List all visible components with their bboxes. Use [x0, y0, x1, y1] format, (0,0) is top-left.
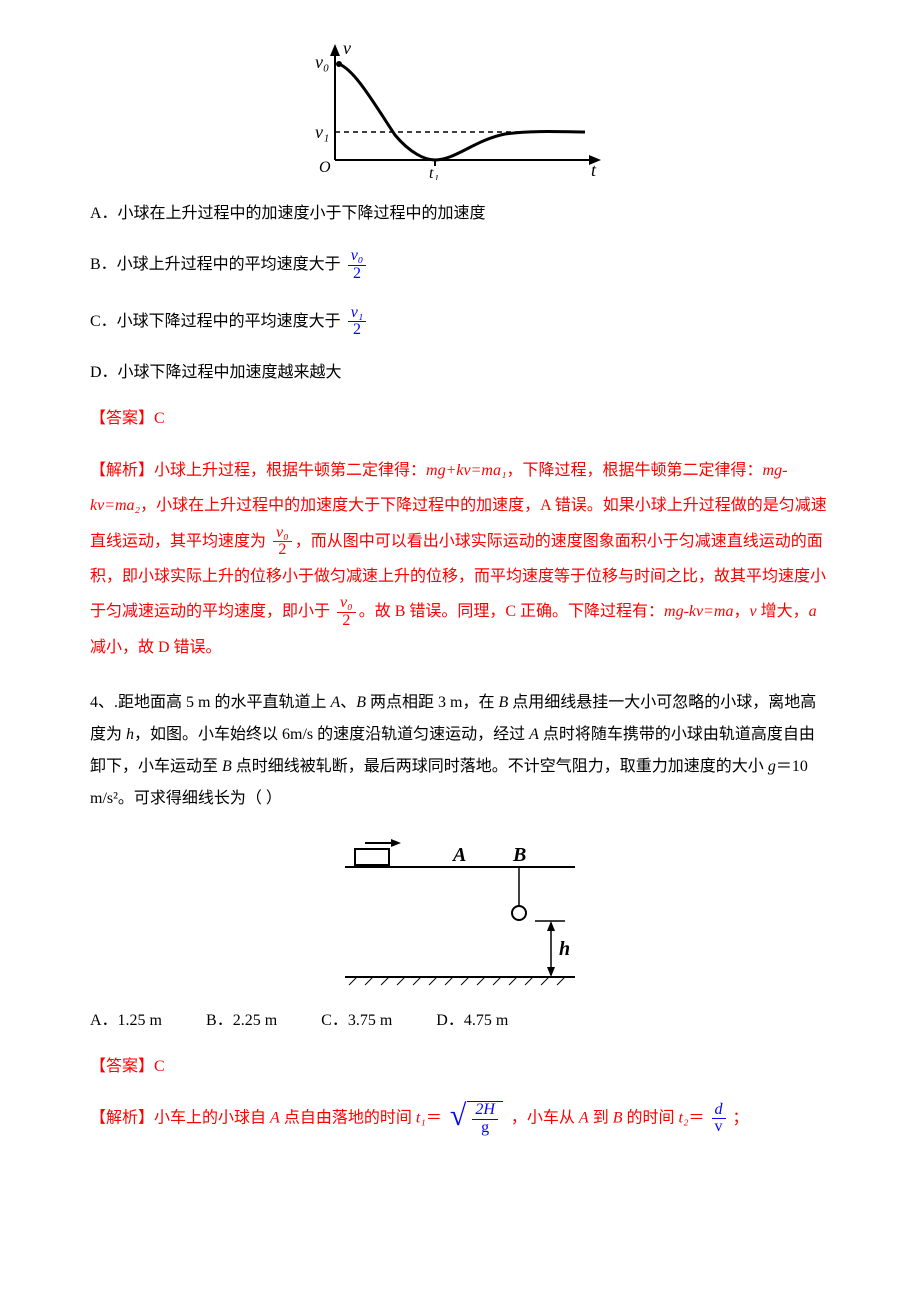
explain-text: ，小车从 [511, 1110, 579, 1127]
graph-v1-label: v₁ [315, 122, 329, 142]
frac-num: v₀ [337, 595, 356, 613]
q3-optB-text: B．小球上升过程中的平均速度大于 [90, 256, 341, 273]
explain-text: 小球上升过程，根据牛顿第二定律得： [154, 462, 426, 479]
q3-optC-text: C．小球下降过程中的平均速度大于 [90, 313, 341, 330]
graph-origin-label: O [319, 159, 331, 176]
vt-graph-svg: v₀ v₁ O t₁ v t [295, 40, 625, 180]
explain-text: 。故 B 错误。同理，C 正确。下降过程有： [359, 603, 664, 620]
q4-optB: B．2.25 m [206, 1009, 277, 1033]
frac-den: 2 [337, 613, 356, 630]
frac-den: 2 [348, 266, 367, 283]
q3-option-d: D．小球下降过程中加速度越来越大 [90, 361, 830, 385]
frac-den: g [472, 1120, 498, 1137]
explain-text: ； [733, 1110, 749, 1127]
graph-v-axis-label: v [343, 40, 351, 58]
eq1: mg+kv=ma₁ [426, 462, 506, 479]
explain-text: 到 [589, 1110, 613, 1127]
explain-text: 的时间 [622, 1110, 678, 1127]
frac-d-v: d v [712, 1102, 726, 1137]
q4-diagram-svg: A B h [325, 837, 595, 987]
var-A: A [330, 694, 340, 711]
stem-text: ，如图。小车始终以 6m/s 的速度沿轨道匀速运动，经过 [134, 726, 529, 743]
frac-den: 2 [348, 322, 367, 339]
q3-option-c: C．小球下降过程中的平均速度大于 v₁ 2 [90, 305, 830, 340]
explain-text: 增大， [757, 603, 809, 620]
q4-optD: D．4.75 m [436, 1009, 508, 1033]
frac-num: v₁ [348, 305, 367, 323]
eq-sign2: ＝ [689, 1110, 705, 1127]
explain-text: 点自由落地的时间 [280, 1110, 416, 1127]
var-A3: A [579, 1110, 589, 1127]
var-B: B [356, 694, 366, 711]
var-A: A [270, 1110, 280, 1127]
q3-optC-frac: v₁ 2 [348, 305, 367, 340]
frac-num: d [712, 1102, 726, 1120]
stem-text: 、 [340, 694, 356, 711]
explain-text: 小车上的小球自 [154, 1110, 270, 1127]
frac-v0-2b: v₀ 2 [337, 595, 356, 630]
frac-den: v [712, 1119, 726, 1136]
q3-explanation: 【解析】小球上升过程，根据牛顿第二定律得：mg+kv=ma₁，下降过程，根据牛顿… [90, 453, 830, 665]
frac-num: v₀ [348, 248, 367, 266]
answer-value: C [154, 1058, 165, 1075]
var-t2: t₂ [679, 1110, 689, 1127]
answer-label: 【答案】 [90, 1058, 154, 1075]
q4-optA: A．1.25 m [90, 1009, 162, 1033]
var-h: h [126, 726, 134, 743]
var-B2: B [498, 694, 508, 711]
eq3: mg-kv=ma [664, 603, 733, 620]
sqrt-2H-g: √ 2H g [450, 1101, 503, 1137]
q4-diagram-figure: A B h [90, 837, 830, 987]
frac-v0-2: v₀ 2 [273, 525, 292, 560]
stem-text: 两点相距 3 m，在 [366, 694, 498, 711]
q4-optC: C．3.75 m [321, 1009, 392, 1033]
eq-sign: ＝ [426, 1110, 442, 1127]
graph-t-axis-label: t [591, 160, 597, 180]
var-a: a [809, 603, 817, 620]
frac-num: 2H [472, 1102, 498, 1120]
diagram-A-label: A [451, 844, 466, 866]
var-A2: A [529, 726, 539, 743]
q4-stem: 4、.距地面高 5 m 的水平直轨道上 A、B 两点相距 3 m，在 B 点用细… [90, 687, 830, 815]
explain-label: 【解析】 [90, 1110, 154, 1127]
frac-num: v₀ [273, 525, 292, 543]
explain-label: 【解析】 [90, 462, 154, 479]
q3-option-b: B．小球上升过程中的平均速度大于 v₀ 2 [90, 248, 830, 283]
explain-text: ， [733, 603, 749, 620]
var-t1: t₁ [416, 1110, 426, 1127]
diagram-B-label: B [512, 844, 526, 866]
q4-explanation: 【解析】小车上的小球自 A 点自由落地的时间 t₁＝ √ 2H g ，小车从 A… [90, 1101, 830, 1137]
explain-text: 减小，故 D 错误。 [90, 639, 222, 656]
vt-graph-figure: v₀ v₁ O t₁ v t [90, 40, 830, 180]
explain-text: ，下降过程，根据牛顿第二定律得： [507, 462, 763, 479]
q4-answer: 【答案】C [90, 1055, 830, 1079]
q3-option-a: A．小球在上升过程中的加速度小于下降过程中的加速度 [90, 202, 830, 226]
var-g: g [768, 758, 776, 775]
answer-value: C [154, 410, 165, 427]
graph-v0-label: v₀ [315, 52, 329, 72]
stem-text: 4、.距地面高 5 m 的水平直轨道上 [90, 694, 330, 711]
answer-label: 【答案】 [90, 410, 154, 427]
diagram-h-label: h [559, 938, 570, 960]
q3-optB-frac: v₀ 2 [348, 248, 367, 283]
frac-den: 2 [273, 542, 292, 559]
stem-text: 点时细线被轧断，最后两球同时落地。不计空气阻力，取重力加速度的大小 [232, 758, 768, 775]
q4-options: A．1.25 m B．2.25 m C．3.75 m D．4.75 m [90, 1009, 830, 1033]
q3-answer: 【答案】C [90, 407, 830, 431]
graph-t1-label: t₁ [429, 165, 439, 180]
var-B3: B [222, 758, 232, 775]
var-v: v [750, 603, 757, 620]
